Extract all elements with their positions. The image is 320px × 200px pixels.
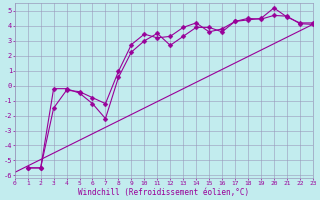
X-axis label: Windchill (Refroidissement éolien,°C): Windchill (Refroidissement éolien,°C) xyxy=(78,188,249,197)
